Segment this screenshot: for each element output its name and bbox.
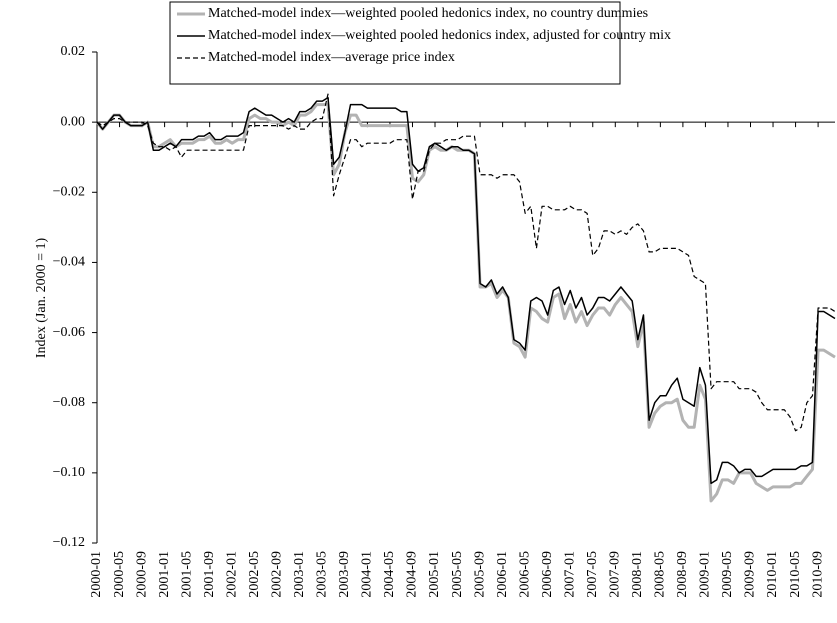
y-tick-label: −0.08 xyxy=(53,395,85,410)
x-tick-label: 2009-01 xyxy=(698,551,713,598)
x-tick-label: 2005-05 xyxy=(450,551,465,598)
y-tick-label: −0.04 xyxy=(53,255,85,270)
x-tick-label: 2006-05 xyxy=(517,551,532,598)
x-tick-label: 2010-05 xyxy=(788,551,803,598)
y-tick-label: 0.00 xyxy=(61,114,86,129)
x-tick-label: 2003-05 xyxy=(315,551,330,598)
legend-label: Matched-model index—average price index xyxy=(208,50,455,65)
series-line xyxy=(96,96,836,485)
y-tick-label: 0.02 xyxy=(61,44,86,59)
legend-label: Matched-model index—weighted pooled hedo… xyxy=(208,28,671,43)
x-tick-label: 2008-09 xyxy=(675,551,690,598)
y-tick-label: −0.12 xyxy=(53,535,85,550)
legend-label: Matched-model index—weighted pooled hedo… xyxy=(208,6,648,21)
x-tick-label: 2009-05 xyxy=(720,551,735,598)
x-tick-label: 2009-09 xyxy=(743,551,758,598)
y-axis-label: Index (Jan. 2000 = 1) xyxy=(34,238,49,359)
series-line xyxy=(95,103,836,503)
series-line xyxy=(96,93,836,432)
y-tick-label: −0.02 xyxy=(53,185,85,200)
x-tick-label: 2003-09 xyxy=(337,551,352,598)
x-tick-label: 2000-05 xyxy=(112,551,127,598)
x-tick-label: 2001-01 xyxy=(157,551,172,598)
x-tick-label: 2006-09 xyxy=(540,551,555,598)
x-tick-label: 2003-01 xyxy=(292,551,307,598)
x-tick-label: 2010-09 xyxy=(810,551,825,598)
x-tick-label: 2000-09 xyxy=(134,551,149,598)
y-tick-label: −0.10 xyxy=(53,465,85,480)
x-tick-label: 2008-05 xyxy=(653,551,668,598)
x-tick-label: 2007-01 xyxy=(562,551,577,598)
x-tick-label: 2001-05 xyxy=(179,551,194,598)
x-tick-label: 2007-09 xyxy=(608,551,623,598)
x-tick-label: 2006-01 xyxy=(495,551,510,598)
x-tick-label: 2004-09 xyxy=(405,551,420,598)
x-tick-label: 2000-01 xyxy=(89,551,104,598)
x-tick-label: 2010-01 xyxy=(765,551,780,598)
x-tick-label: 2005-09 xyxy=(472,551,487,598)
legend-box xyxy=(169,1,621,85)
x-tick-label: 2002-05 xyxy=(247,551,262,598)
x-tick-label: 2004-05 xyxy=(382,551,397,598)
x-tick-label: 2007-05 xyxy=(585,551,600,598)
y-tick-label: −0.06 xyxy=(53,325,85,340)
x-tick-label: 2001-09 xyxy=(202,551,217,598)
x-tick-label: 2004-01 xyxy=(360,551,375,598)
x-tick-label: 2002-09 xyxy=(269,551,284,598)
x-tick-label: 2005-01 xyxy=(427,551,442,598)
x-tick-label: 2008-01 xyxy=(630,551,645,598)
x-tick-label: 2002-01 xyxy=(224,551,239,598)
